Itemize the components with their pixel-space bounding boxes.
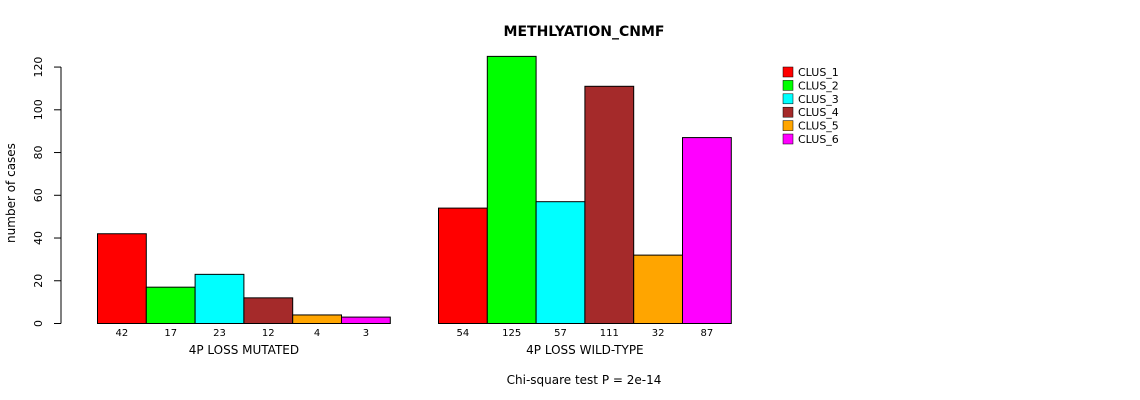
bar-clus-1-group-1 <box>97 233 147 324</box>
y-tick-label: 20 <box>32 274 45 288</box>
bar-count-label: 42 <box>116 328 129 339</box>
bar-count-label: 125 <box>502 328 521 339</box>
bar-clus-2-group-2 <box>486 55 537 324</box>
group-label-1: 4P LOSS MUTATED <box>189 343 299 357</box>
bar-count-label: 111 <box>600 328 619 339</box>
y-tick-label: 60 <box>32 188 45 202</box>
y-tick-label: 0 <box>32 320 45 327</box>
y-tick-label: 120 <box>32 57 45 78</box>
group-label-2: 4P LOSS WILD-TYPE <box>526 343 643 357</box>
legend-label: CLUS_4 <box>798 106 839 119</box>
legend-swatch <box>782 93 794 105</box>
bar-count-label: 32 <box>652 328 665 339</box>
legend-swatch <box>782 120 794 131</box>
chart-title: METHLYATION_CNMF <box>504 24 665 40</box>
legend-label: CLUS_3 <box>798 93 839 106</box>
legend-label: CLUS_6 <box>798 133 839 146</box>
bar-count-label: 17 <box>164 328 177 339</box>
y-tick-label: 80 <box>32 146 45 160</box>
bar-count-label: 3 <box>363 328 369 339</box>
bar-clus-4-group-1 <box>243 297 294 324</box>
legend-swatch <box>782 106 794 118</box>
legend-label: CLUS_2 <box>798 79 839 92</box>
y-axis-label: number of cases <box>4 143 18 243</box>
bar-clus-6-group-2 <box>682 137 732 324</box>
bar-clus-5-group-1 <box>292 314 343 324</box>
bar-clus-3-group-2 <box>535 201 586 324</box>
bar-count-label: 4 <box>314 328 320 339</box>
y-tick-label: 40 <box>32 231 45 245</box>
bar-count-label: 54 <box>457 328 470 339</box>
y-tick-label: 100 <box>32 99 45 120</box>
bars <box>97 55 732 325</box>
count-labels: 42 17 23 12 4 3 54 125 57 111 32 87 <box>116 328 714 339</box>
bar-count-label: 57 <box>554 328 567 339</box>
legend-label: CLUS_5 <box>798 120 839 133</box>
legend-label: CLUS_1 <box>798 66 839 79</box>
bar-clus-5-group-2 <box>633 254 684 324</box>
bar-count-label: 87 <box>701 328 714 339</box>
bar-count-label: 12 <box>262 328 275 339</box>
group-labels: 4P LOSS MUTATED 4P LOSS WILD-TYPE <box>189 343 644 357</box>
legend-swatch <box>782 133 794 145</box>
legend-swatch <box>782 80 794 91</box>
bar-clus-3-group-1 <box>194 273 245 324</box>
y-axis: 0 20 40 60 80 100 120 <box>32 57 62 327</box>
bar-clus-1-group-2 <box>438 207 488 325</box>
bar-clus-6-group-1 <box>341 316 391 324</box>
chi-square-footnote: Chi-square test P = 2e-14 <box>507 373 662 387</box>
bar-clus-2-group-1 <box>145 286 196 324</box>
legend-swatch <box>782 66 794 78</box>
bar-clus-4-group-2 <box>584 85 635 324</box>
bar-count-label: 23 <box>213 328 226 339</box>
